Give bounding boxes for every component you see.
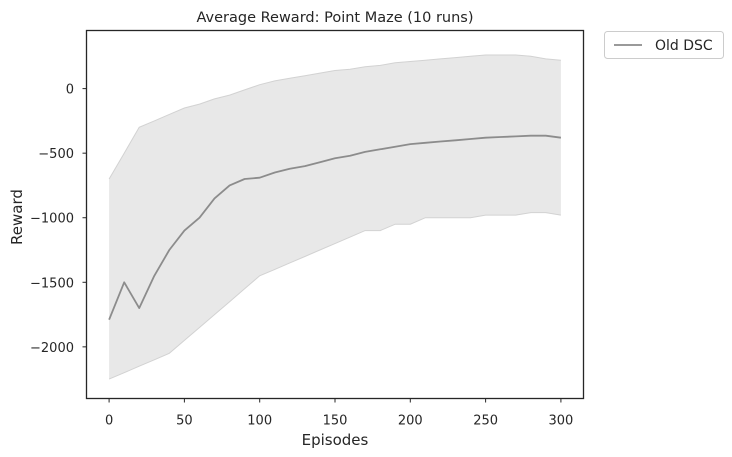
- band-upper-edge: [108, 54, 561, 180]
- x-tick-label: 200: [398, 414, 423, 429]
- y-tick-label: −500: [38, 147, 74, 162]
- confidence-band-old-dsc: [109, 55, 561, 380]
- y-axis-ticks: 0 −500 −1000 −1500 −2000: [30, 83, 87, 356]
- x-axis-ticks: 0 50 100 150 200 250 300: [105, 398, 573, 429]
- x-tick-label: 100: [247, 414, 272, 429]
- y-tick-label: −2000: [30, 341, 74, 356]
- y-tick-label: 0: [66, 83, 74, 98]
- y-tick-label: −1500: [30, 276, 74, 291]
- y-tick-label: −1000: [30, 212, 74, 227]
- x-tick-label: 250: [473, 414, 498, 429]
- band-lower-edge: [108, 212, 561, 380]
- legend-label-old-dsc: Old DSC: [655, 38, 713, 54]
- x-tick-label: 300: [548, 414, 573, 429]
- legend-box: [604, 31, 724, 59]
- x-tick-label: 150: [323, 414, 348, 429]
- plot-frame: [85, 29, 585, 400]
- chart-title: Average Reward: Point Maze (10 runs): [196, 10, 473, 26]
- legend[interactable]: Old DSC: [604, 31, 724, 59]
- plot-area: [108, 54, 562, 380]
- y-axis-label: Reward: [8, 189, 26, 245]
- x-tick-label: 50: [176, 414, 193, 429]
- x-tick-label: 0: [105, 414, 113, 429]
- x-axis-label: Episodes: [302, 431, 369, 449]
